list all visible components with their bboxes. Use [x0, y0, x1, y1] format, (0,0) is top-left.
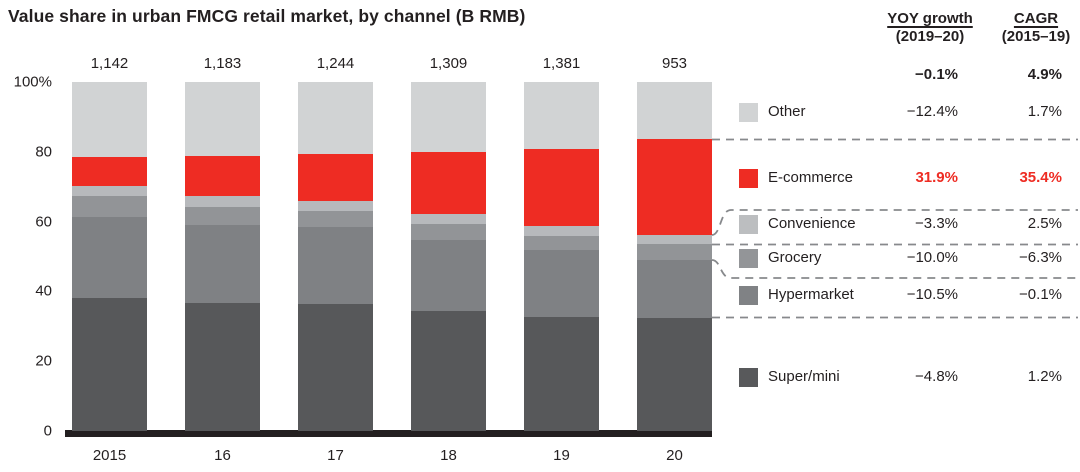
yoy-value: −12.4% [906, 103, 958, 120]
yoy-value: −4.8% [915, 368, 958, 385]
x-axis-label: 2015 [92, 447, 127, 464]
cagr-header: CAGR (2015–19) [976, 10, 1080, 46]
bar-segment-e-commerce [411, 152, 486, 214]
cagr-value: 35.4% [1019, 169, 1062, 186]
yoy-value: −3.3% [915, 215, 958, 232]
bar-total-label: 1,309 [429, 55, 468, 72]
x-axis-label: 20 [666, 447, 683, 464]
y-axis-tick-20: 20 [35, 352, 52, 370]
bar-segment-grocery [524, 235, 599, 251]
bar-segment-super-mini [411, 310, 486, 431]
bar-segment-e-commerce [298, 153, 373, 201]
bar-segment-super-mini [72, 297, 147, 431]
bar-segment-hypermarket [637, 259, 712, 318]
x-axis-baseline [65, 430, 712, 437]
bar-segment-other [411, 82, 486, 153]
bar-segment-other [524, 82, 599, 149]
bar-segment-other [637, 82, 712, 140]
grocery-swatch [739, 248, 758, 268]
bar-segment-e-commerce [72, 157, 147, 186]
y-axis-tick-80: 80 [35, 143, 52, 161]
yoy-value: 31.9% [915, 169, 958, 186]
yoy-growth-header: YOY growth (2019–20) [858, 10, 1002, 46]
bar-segment-hypermarket [524, 250, 599, 317]
y-axis-tick-60: 60 [35, 213, 52, 231]
legend-label: Super/mini [768, 368, 840, 385]
hypermarket-swatch [739, 285, 758, 305]
cagr-value: 2.5% [1027, 215, 1062, 232]
cagr-value: 1.7% [1027, 103, 1062, 120]
legend-label: Hypermarket [768, 286, 854, 303]
yoy-growth-header-sub: (2019–20) [895, 28, 965, 45]
cagr-header-label: CAGR [1013, 10, 1059, 27]
bar-segment-convenience [524, 226, 599, 236]
bar-total-label: 1,244 [316, 55, 355, 72]
bar-segment-super-mini [185, 302, 260, 431]
bar-segment-super-mini [298, 303, 373, 431]
bar-segment-hypermarket [298, 227, 373, 304]
other-swatch [739, 102, 758, 122]
bar-total-label: 1,142 [90, 55, 129, 72]
ecommerce-swatch [739, 168, 758, 188]
bar-total-label: 1,183 [203, 55, 242, 72]
bar-segment-super-mini [637, 317, 712, 431]
bar-segment-other [298, 82, 373, 154]
convenience-swatch [739, 214, 758, 234]
cagr-value: −6.3% [1019, 249, 1062, 266]
bar-segment-e-commerce [524, 148, 599, 227]
chart-title: Value share in urban FMCG retail market,… [8, 6, 526, 26]
x-axis-label: 18 [440, 447, 457, 464]
bar-total-label: 1,381 [542, 55, 581, 72]
supermini-swatch [739, 367, 758, 387]
yoy-value: −10.5% [906, 286, 958, 303]
x-axis-label: 17 [327, 447, 344, 464]
bar-segment-grocery [72, 195, 147, 218]
x-axis-label: 19 [553, 447, 570, 464]
bar-segment-convenience [411, 213, 486, 225]
x-axis-label: 16 [214, 447, 231, 464]
bar-segment-hypermarket [411, 239, 486, 311]
yoy-value: −10.0% [906, 249, 958, 266]
total-yoy-value: −0.1% [915, 66, 958, 83]
bar-segment-e-commerce [185, 155, 260, 196]
stacked-bar-chart: 100% 80 60 40 20 0 1,142 2015 1,183 16 1,244 17 1,30… [13, 55, 712, 464]
bar-total-label: 953 [661, 55, 688, 72]
yoy-growth-header-label: YOY growth [887, 10, 973, 27]
legend-label: Convenience [768, 215, 856, 232]
bar-segment-super-mini [524, 316, 599, 431]
bar-segment-grocery [185, 206, 260, 226]
y-axis-tick-40: 40 [35, 282, 52, 300]
bar-segment-hypermarket [72, 217, 147, 298]
bar-segment-convenience [72, 185, 147, 196]
legend-label: Other [768, 103, 806, 120]
cagr-header-sub: (2015–19) [1001, 28, 1071, 45]
bar-segment-convenience [298, 200, 373, 212]
bar-segment-convenience [637, 234, 712, 245]
y-axis-tick-0: 0 [43, 422, 52, 440]
legend-label: E-commerce [768, 169, 854, 186]
bar-segment-hypermarket [185, 225, 260, 303]
cagr-value: 1.2% [1027, 368, 1062, 385]
legend-label: Grocery [768, 249, 822, 266]
total-cagr-value: 4.9% [1027, 66, 1062, 83]
bar-segment-other [72, 82, 147, 158]
bar-segment-convenience [185, 195, 260, 207]
bar-segment-grocery [411, 224, 486, 240]
bar-segment-e-commerce [637, 139, 712, 235]
bar-segment-grocery [637, 244, 712, 260]
y-axis-tick-100-: 100% [13, 73, 52, 91]
bar-segment-grocery [298, 211, 373, 228]
bar-segment-other [185, 82, 260, 156]
cagr-value: −0.1% [1019, 286, 1062, 303]
